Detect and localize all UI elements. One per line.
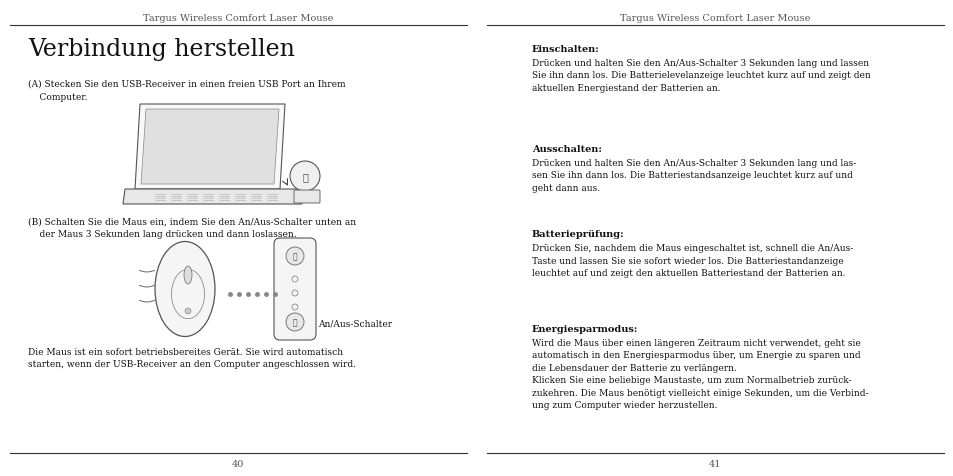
FancyArrowPatch shape xyxy=(139,286,154,288)
Polygon shape xyxy=(141,110,278,185)
Text: Drücken und halten Sie den An/Aus-Schalter 3 Sekunden lang und las-
sen Sie ihn : Drücken und halten Sie den An/Aus-Schalt… xyxy=(532,159,856,193)
Text: Batterieprüfung:: Batterieprüfung: xyxy=(532,229,624,238)
Text: (B) Schalten Sie die Maus ein, indem Sie den An/Aus-Schalter unten an
    der Ma: (B) Schalten Sie die Maus ein, indem Sie… xyxy=(28,218,355,239)
Polygon shape xyxy=(135,105,285,189)
FancyBboxPatch shape xyxy=(274,238,315,340)
Ellipse shape xyxy=(154,242,214,337)
Circle shape xyxy=(290,162,319,192)
Text: Energiesparmodus:: Energiesparmodus: xyxy=(532,324,638,333)
Text: 40: 40 xyxy=(232,459,244,468)
Text: An/Aus-Schalter: An/Aus-Schalter xyxy=(317,319,392,328)
Text: Verbindung herstellen: Verbindung herstellen xyxy=(28,38,294,61)
Text: Drücken und halten Sie den An/Aus-Schalter 3 Sekunden lang und lassen
Sie ihn da: Drücken und halten Sie den An/Aus-Schalt… xyxy=(532,59,870,93)
Text: Die Maus ist ein sofort betriebsbereites Gerät. Sie wird automatisch
starten, we: Die Maus ist ein sofort betriebsbereites… xyxy=(28,347,355,369)
Text: Einschalten:: Einschalten: xyxy=(532,45,599,54)
Text: Drücken Sie, nachdem die Maus eingeschaltet ist, schnell die An/Aus-
Taste und l: Drücken Sie, nachdem die Maus eingeschal… xyxy=(532,244,852,278)
FancyArrowPatch shape xyxy=(139,271,154,272)
FancyBboxPatch shape xyxy=(294,190,319,204)
Circle shape xyxy=(185,308,191,314)
Text: Targus Wireless Comfort Laser Mouse: Targus Wireless Comfort Laser Mouse xyxy=(143,14,333,23)
Text: ⎙: ⎙ xyxy=(302,172,308,182)
Polygon shape xyxy=(123,189,302,205)
Text: Targus Wireless Comfort Laser Mouse: Targus Wireless Comfort Laser Mouse xyxy=(619,14,809,23)
Text: ⏻: ⏻ xyxy=(293,318,297,327)
Text: Ausschalten:: Ausschalten: xyxy=(532,145,601,154)
Text: (A) Stecken Sie den USB-Receiver in einen freien USB Port an Ihrem
    Computer.: (A) Stecken Sie den USB-Receiver in eine… xyxy=(28,80,345,101)
Text: Wird die Maus über einen längeren Zeitraum nicht verwendet, geht sie
automatisch: Wird die Maus über einen längeren Zeitra… xyxy=(532,338,867,410)
Text: 41: 41 xyxy=(708,459,720,468)
FancyArrowPatch shape xyxy=(139,301,154,302)
Ellipse shape xyxy=(184,267,192,284)
Text: ⏻: ⏻ xyxy=(293,252,297,261)
Circle shape xyxy=(286,313,304,331)
Circle shape xyxy=(286,248,304,266)
